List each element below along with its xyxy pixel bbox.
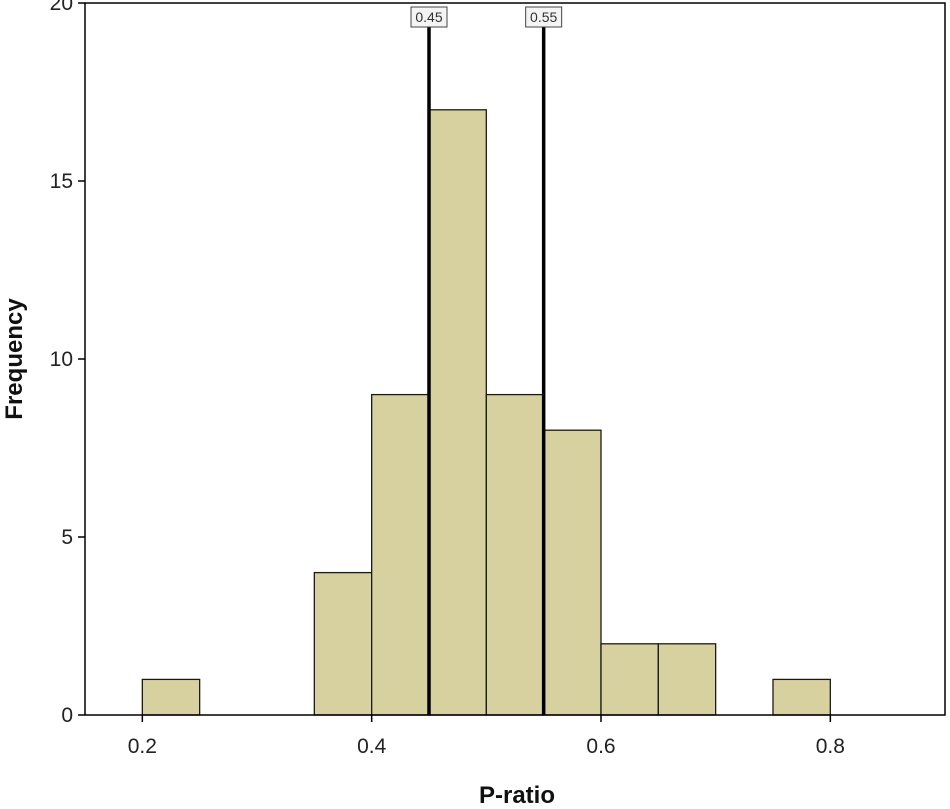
- histogram-bar: [543, 429, 602, 716]
- x-tick-label: 0.6: [586, 735, 615, 758]
- x-tick-label: 0.8: [816, 735, 845, 758]
- histogram-bar: [141, 678, 201, 716]
- x-tick-label: 0.4: [357, 735, 387, 758]
- reference-lines-layer: 0.45 0.55: [410, 6, 563, 715]
- x-tick-label: 0.2: [128, 735, 157, 758]
- histogram-bar: [657, 643, 717, 716]
- y-axis: 0 5 10 15 20: [50, 0, 85, 727]
- reference-line-label: 0.45: [415, 9, 442, 25]
- y-tick-label: 20: [50, 0, 73, 15]
- y-axis-title: Frequency: [1, 298, 28, 420]
- histogram-bar: [428, 109, 487, 716]
- histogram-bar: [485, 393, 545, 716]
- y-tick-label: 10: [50, 348, 73, 371]
- y-tick-label: 0: [61, 704, 73, 727]
- histogram-bar: [600, 643, 659, 716]
- x-axis: 0.2 0.4 0.6 0.8: [128, 715, 845, 758]
- reference-line-label-box: [410, 6, 448, 28]
- y-tick-label: 15: [50, 170, 73, 193]
- histogram-bar: [371, 393, 430, 716]
- reference-line-label: 0.55: [530, 9, 557, 25]
- bars-layer: [141, 109, 831, 716]
- reference-line-label-box: [525, 6, 563, 28]
- y-tick-label: 5: [61, 526, 73, 549]
- x-axis-title: P-ratio: [479, 782, 555, 809]
- histogram-bar: [313, 571, 373, 716]
- histogram-bar: [772, 678, 831, 716]
